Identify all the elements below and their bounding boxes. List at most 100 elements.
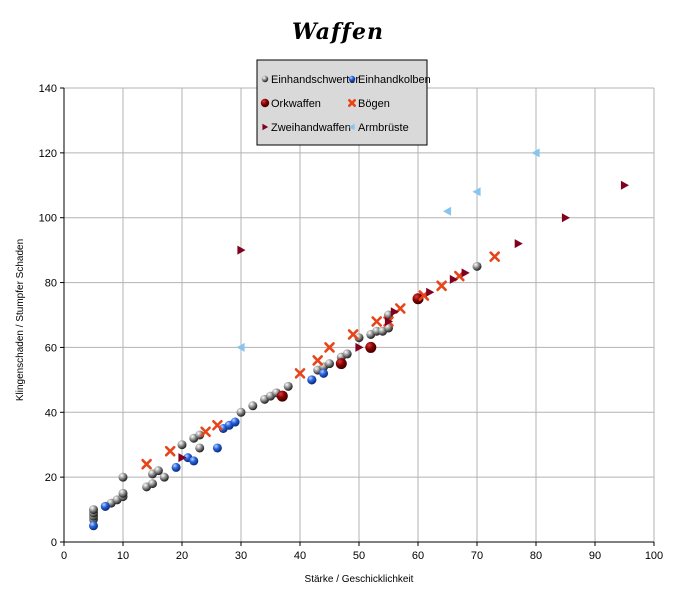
data-point-b-gen [436,280,447,292]
series-armbr-ste [236,148,540,352]
data-point-b-gen [294,368,306,379]
legend-label-einhandkolben: Einhandkolben [358,74,431,86]
x-tick-label: 10 [117,550,129,562]
data-point-einhandschwerter [236,407,246,417]
data-point-zweihandwaffen [384,316,393,326]
data-point-orkwaffen [335,358,347,370]
y-tick-label: 120 [39,148,57,160]
data-point-zweihandwaffen [561,213,570,223]
data-point-einhandschwerter [384,310,393,320]
data-point-zweihandwaffen [449,274,458,284]
data-point-b-gen [371,316,383,327]
data-point-einhandschwerter [325,359,334,369]
y-axis-label: Klingenschaden / Stumpfer Schaden [15,239,26,401]
data-point-zweihandwaffen [426,287,435,297]
legend-label-b-gen: Bögen [358,98,390,110]
data-point-einhandschwerter [248,401,258,411]
legend-entry-einhandschwerter: Einhandschwerter [261,74,359,86]
x-tick-label: 0 [61,550,67,562]
x-axis-label: Stärke / Geschicklichkeit [305,574,414,585]
y-tick-label: 40 [45,407,57,419]
legend-label-einhandschwerter: Einhandschwerter [271,74,359,86]
x-tick-label: 50 [353,550,365,562]
x-tick-label: 60 [412,550,424,562]
chart-title: Waffen [292,19,384,45]
data-point-einhandschwerter [89,505,98,515]
data-point-zweihandwaffen [237,245,246,255]
data-point-einhandschwerter [384,323,393,333]
data-point-b-gen [164,445,176,457]
data-point-einhandschwerter [283,381,293,391]
data-point-armbr-ste [443,206,452,216]
data-point-armbr-ste [531,148,540,158]
data-point-einhandkolben [171,462,181,472]
data-points [89,148,629,531]
y-tick-label: 0 [51,537,57,549]
x-tick-label: 90 [589,550,601,562]
data-point-armbr-ste [472,187,481,197]
data-point-einhandschwerter [118,488,128,498]
data-point-einhandschwerter [159,472,169,482]
data-point-b-gen [489,251,501,262]
tick-labels: 0 10 20 30 40 50 60 70 80 90 100 0 20 40 60 80 100 120 140 [39,83,664,562]
data-point-einhandschwerter [195,430,205,440]
legend-marker-einhandkolben [348,75,356,83]
legend-entry-orkwaffen: Orkwaffen [260,98,321,110]
data-point-b-gen [212,419,223,431]
data-point-einhandschwerter [118,472,128,482]
data-point-zweihandwaffen [514,239,523,249]
data-point-einhandschwerter [153,466,163,476]
legend-label-armbr-ste: Armbrüste [358,122,409,134]
data-point-zweihandwaffen [178,453,187,463]
data-point-b-gen [141,458,152,470]
series-zweihandwaffen [178,180,629,463]
x-tick-label: 70 [471,550,483,562]
data-point-b-gen [347,329,359,340]
legend-entry-zweihandwaffen: Zweihandwaffen [262,122,351,134]
x-tick-label: 40 [294,550,306,562]
data-point-einhandkolben [212,443,222,453]
series-einhandkolben [89,368,329,531]
data-point-einhandkolben [100,501,110,511]
legend-marker-einhandschwerter [261,75,269,83]
data-point-orkwaffen [412,293,424,305]
legend-marker-orkwaffen [260,98,270,108]
legend-entry-armbr-ste: Armbrüste [348,122,409,134]
y-tick-label: 100 [39,213,57,225]
legend-entry-b-gen: Bögen [347,98,390,110]
y-tick-label: 80 [45,278,57,290]
legend-entry-einhandkolben: Einhandkolben [348,74,431,86]
series-orkwaffen [276,293,424,402]
data-point-einhandschwerter [472,261,482,271]
y-tick-label: 20 [45,472,57,484]
data-point-b-gen [200,426,211,438]
legend-marker-armbr-ste [348,123,355,131]
x-tick-label: 100 [645,550,663,562]
data-point-zweihandwaffen [461,268,470,278]
data-point-b-gen [324,342,335,353]
data-point-einhandschwerter [342,349,352,359]
data-point-einhandkolben [189,456,199,466]
x-tick-label: 80 [530,550,542,562]
data-point-einhandschwerter [177,440,187,450]
y-tick-label: 60 [45,342,57,354]
data-point-einhandkolben [319,368,329,378]
x-tick-label: 30 [235,550,247,562]
data-point-zweihandwaffen [355,342,364,352]
data-point-orkwaffen [276,390,288,402]
data-point-zweihandwaffen [390,307,399,317]
data-point-einhandschwerter [148,479,157,489]
data-point-orkwaffen [365,341,377,353]
x-tick-label: 20 [176,550,188,562]
data-point-einhandkolben [89,521,98,531]
legend-marker-zweihandwaffen [262,123,269,131]
legend-label-zweihandwaffen: Zweihandwaffen [271,122,351,134]
data-point-zweihandwaffen [620,180,629,190]
data-point-einhandschwerter [354,333,364,343]
legend-marker-b-gen [347,99,357,107]
data-point-b-gen [312,355,324,366]
data-point-armbr-ste [236,342,245,352]
